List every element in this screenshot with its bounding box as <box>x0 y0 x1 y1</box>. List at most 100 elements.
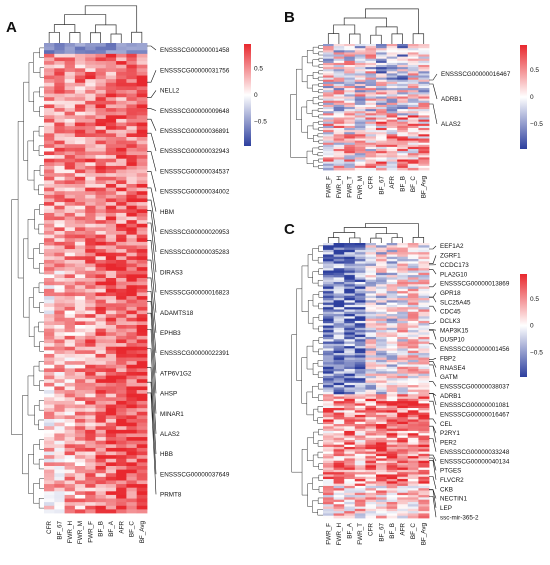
heatmap-cell <box>408 433 419 436</box>
heatmap-cell <box>365 275 376 278</box>
heatmap-cell <box>137 104 148 108</box>
heatmap-cell <box>397 511 408 514</box>
heatmap-cell <box>334 282 345 285</box>
heatmap-cell <box>137 50 148 54</box>
heatmap-cell <box>323 275 334 278</box>
heatmap-cell <box>44 379 55 383</box>
dendrogram-branch <box>328 34 339 44</box>
heatmap-cell <box>96 462 107 466</box>
heatmap-cell <box>344 426 355 429</box>
heatmap-cell <box>85 318 96 322</box>
heatmap-cell <box>334 452 345 455</box>
heatmap-cell <box>126 470 137 474</box>
heatmap-cell <box>106 502 117 506</box>
heatmap-cell <box>418 254 429 257</box>
heatmap-cell <box>75 506 86 510</box>
heatmap-cell <box>116 209 127 213</box>
heatmap-cell <box>387 410 398 413</box>
heatmap-cell <box>323 426 334 429</box>
dendrogram-branch <box>296 289 301 381</box>
heatmap-cell <box>54 292 65 296</box>
heatmap-cell <box>355 362 366 365</box>
heatmap-cell <box>365 287 376 290</box>
heatmap-cell <box>418 369 429 372</box>
heatmap-cell <box>126 350 137 354</box>
heatmap-cell <box>408 493 419 496</box>
heatmap-cell <box>355 328 366 331</box>
heatmap-cell <box>65 282 76 286</box>
heatmap-cell <box>355 479 366 482</box>
heatmap-cell <box>323 470 334 473</box>
heatmap-cell <box>137 495 148 499</box>
heatmap-cell <box>126 238 137 242</box>
heatmap-cell <box>96 321 107 325</box>
heatmap-cell <box>408 445 419 448</box>
panel-a-column-label: BF_B <box>98 521 105 537</box>
panel-a-gene-label: NELL2 <box>160 88 180 95</box>
heatmap-cell <box>344 275 355 278</box>
heatmap-cell <box>75 437 86 441</box>
heatmap-cell <box>376 268 387 271</box>
heatmap-cell <box>387 426 398 429</box>
heatmap-cell <box>365 397 376 400</box>
heatmap-cell <box>344 479 355 482</box>
panel-a-gene-label: MINAR1 <box>160 411 184 418</box>
panel-c-column-dendrogram <box>328 224 423 243</box>
dendrogram-branch <box>307 151 313 164</box>
heatmap-cell <box>85 372 96 376</box>
heatmap-cell <box>397 406 408 409</box>
heatmap-cell <box>323 312 334 315</box>
heatmap-cell <box>387 449 398 452</box>
heatmap-cell <box>137 339 148 343</box>
heatmap-cell <box>408 385 419 388</box>
heatmap-cell <box>344 261 355 264</box>
heatmap-cell <box>376 456 387 459</box>
panel-c-gene-label: CEL <box>440 421 453 428</box>
heatmap-cell <box>96 217 107 221</box>
heatmap-cell <box>397 284 408 287</box>
heatmap-cell <box>365 351 376 354</box>
heatmap-cell <box>44 274 55 278</box>
panel-a-gene-label: PRMT8 <box>160 492 182 499</box>
heatmap-cell <box>137 144 148 148</box>
heatmap-cell <box>106 47 117 51</box>
heatmap-cell <box>54 376 65 380</box>
heatmap-cell <box>397 358 408 361</box>
heatmap-cell <box>323 486 334 489</box>
heatmap-cell <box>376 250 387 253</box>
heatmap-cell <box>126 231 137 235</box>
heatmap-cell <box>126 495 137 499</box>
heatmap-cell <box>365 426 376 429</box>
heatmap-cell <box>387 390 398 393</box>
heatmap-cell <box>387 493 398 496</box>
heatmap-cell <box>355 371 366 374</box>
dendrogram-branch <box>319 58 323 61</box>
heatmap-cell <box>334 346 345 349</box>
heatmap-cell <box>44 119 55 123</box>
heatmap-cell <box>54 155 65 159</box>
heatmap-cell <box>96 358 107 362</box>
heatmap-cell <box>365 346 376 349</box>
heatmap-cell <box>418 303 429 306</box>
heatmap-cell <box>387 362 398 365</box>
heatmap-cell <box>126 466 137 470</box>
heatmap-cell <box>116 253 127 257</box>
heatmap-cell <box>365 477 376 480</box>
heatmap-cell <box>85 79 96 83</box>
heatmap-cell <box>387 303 398 306</box>
heatmap-cell <box>137 419 148 423</box>
heatmap-cell <box>126 386 137 390</box>
heatmap-cell <box>323 374 334 377</box>
heatmap-cell <box>344 328 355 331</box>
panel-c-gene-label: ENSSSCG00000040134 <box>440 458 510 465</box>
heatmap-cell <box>323 353 334 356</box>
heatmap-cell <box>65 394 76 398</box>
heatmap-cell <box>137 278 148 282</box>
heatmap-cell <box>65 227 76 231</box>
heatmap-cell <box>355 342 366 345</box>
heatmap-cell <box>334 296 345 299</box>
heatmap-cell <box>106 209 117 213</box>
heatmap-cell <box>418 403 429 406</box>
heatmap-cell <box>126 506 137 510</box>
heatmap-cell <box>323 484 334 487</box>
